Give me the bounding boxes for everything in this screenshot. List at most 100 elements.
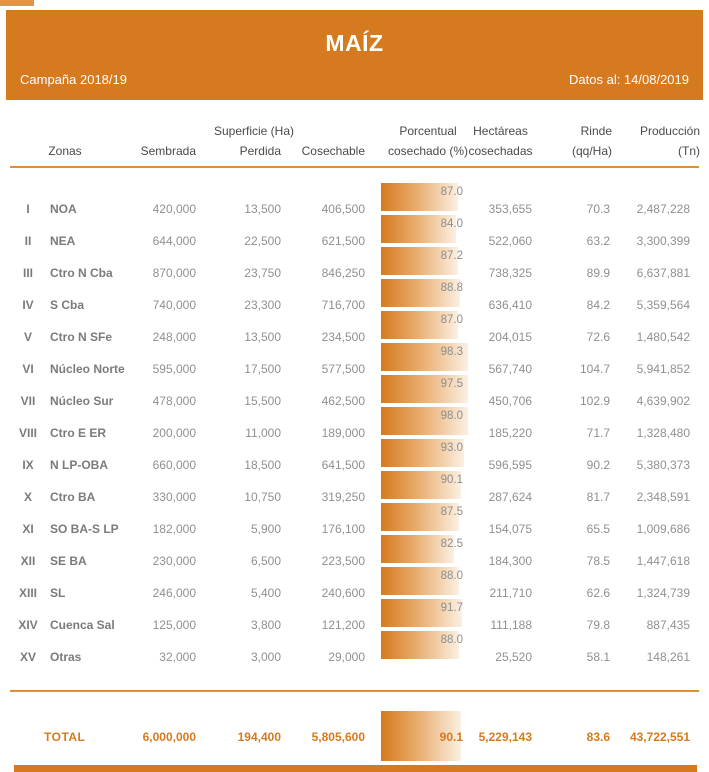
- column-header-produccion: Producción (Tn): [600, 121, 700, 161]
- table-row: XII SE BA 230,000 6,500 223,500 82.5 184…: [0, 535, 709, 568]
- sembrada-value: 230,000: [152, 554, 196, 568]
- table-row: VII Núcleo Sur 478,000 15,500 462,500 97…: [0, 375, 709, 408]
- perdida-value: 22,500: [244, 234, 281, 248]
- column-header-rinde-line2: (qq/Ha): [571, 144, 612, 158]
- column-header-porcentual-line2: cosechado (%): [387, 144, 469, 158]
- total-hectareas-cosechadas-value: 5,229,143: [478, 730, 532, 744]
- pct-cosechado-value: 82.5: [440, 538, 463, 550]
- sembrada-value: 740,000: [152, 298, 196, 312]
- pct-bar: [381, 279, 460, 307]
- perdida-value: 3,000: [250, 650, 281, 664]
- table-row: X Ctro BA 330,000 10,750 319,250 90.1 28…: [0, 471, 709, 504]
- pct-bar: [381, 599, 463, 627]
- hectareas-cosechadas-value: 353,655: [488, 202, 532, 216]
- zone-name: SO BA-S LP: [50, 522, 119, 536]
- pct-bar: [381, 311, 459, 339]
- zone-name: N LP-OBA: [50, 458, 108, 472]
- column-header-hectareas-line2: cosechadas: [468, 144, 533, 158]
- sembrada-value: 32,000: [159, 650, 196, 664]
- perdida-value: 11,000: [245, 426, 281, 440]
- zone-number: VIII: [18, 426, 37, 440]
- zone-name: NOA: [50, 202, 77, 216]
- total-pct-cosechado-value: 90.1: [439, 730, 463, 744]
- total-rinde-value: 83.6: [586, 730, 610, 744]
- table-rows: I NOA 420,000 13,500 406,500 87.0 353,65…: [0, 183, 709, 664]
- produccion-value: 5,941,852: [636, 362, 690, 376]
- hectareas-cosechadas-value: 211,710: [489, 586, 533, 600]
- perdida-value: 5,400: [250, 586, 281, 600]
- hectareas-cosechadas-value: 522,060: [488, 234, 532, 248]
- zone-number: VII: [20, 394, 36, 408]
- perdida-value: 13,500: [244, 202, 281, 216]
- produccion-value: 5,359,564: [636, 298, 690, 312]
- table-row: IX N LP-OBA 660,000 18,500 641,500 93.0 …: [0, 439, 709, 472]
- pct-cosechado-value: 93.0: [440, 442, 463, 454]
- hectareas-cosechadas-value: 738,325: [488, 266, 532, 280]
- produccion-value: 1,324,739: [636, 586, 690, 600]
- cosechable-value: 641,500: [321, 458, 365, 472]
- pct-cosechado-value: 91.7: [440, 602, 463, 614]
- column-header-porcentual-line1: Porcentual: [399, 124, 457, 138]
- sembrada-value: 870,000: [152, 266, 196, 280]
- rinde-value: 65.5: [586, 522, 610, 536]
- total-perdida-value: 194,400: [237, 730, 281, 744]
- zone-name: Otras: [50, 650, 82, 664]
- zone-name: NEA: [50, 234, 76, 248]
- top-left-accent-mark: [0, 0, 34, 6]
- zone-number: XII: [20, 554, 36, 568]
- cosechable-value: 846,250: [321, 266, 365, 280]
- produccion-value: 5,380,373: [636, 458, 690, 472]
- column-header-perdida: Perdida: [239, 144, 281, 158]
- produccion-value: 6,637,881: [636, 266, 690, 280]
- zone-number: IX: [22, 458, 34, 472]
- perdida-value: 23,750: [244, 266, 281, 280]
- sembrada-value: 248,000: [152, 330, 196, 344]
- pct-cosechado-value: 87.0: [440, 314, 463, 326]
- zone-number: III: [22, 266, 33, 280]
- cosechable-value: 234,500: [321, 330, 365, 344]
- pct-bar: [381, 535, 455, 563]
- table-row: XIII SL 246,000 5,400 240,600 88.0 211,7…: [0, 567, 709, 600]
- cosechable-value: 240,600: [321, 586, 365, 600]
- cosechable-value: 462,500: [321, 394, 365, 408]
- sembrada-value: 644,000: [152, 234, 196, 248]
- produccion-value: 887,435: [646, 618, 690, 632]
- zone-number: V: [23, 330, 32, 344]
- zone-name: SE BA: [50, 554, 87, 568]
- pct-cosechado-value: 90.1: [440, 474, 463, 486]
- column-group-superficie: Superficie (Ha): [213, 124, 295, 138]
- column-header-hectareas-cosechadas: Hectáreas cosechadas: [448, 121, 553, 161]
- column-header-produccion-line1: Producción: [639, 124, 700, 138]
- pct-cosechado-value: 88.0: [440, 634, 463, 646]
- column-header-rinde: Rinde (qq/Ha): [540, 121, 612, 161]
- hectareas-cosechadas-value: 25,520: [495, 650, 532, 664]
- produccion-value: 1,480,542: [636, 330, 690, 344]
- cosechable-value: 621,500: [321, 234, 365, 248]
- rinde-value: 58.1: [586, 650, 610, 664]
- perdida-value: 18,500: [244, 458, 281, 472]
- pct-bar: [381, 343, 469, 371]
- table-row: I NOA 420,000 13,500 406,500 87.0 353,65…: [0, 183, 709, 216]
- pct-cosechado-value: 98.3: [440, 346, 463, 358]
- sembrada-value: 478,000: [152, 394, 196, 408]
- pct-bar: [381, 247, 459, 275]
- pct-cosechado-value: 87.0: [440, 186, 463, 198]
- pct-bar: [381, 407, 468, 435]
- column-header-rinde-line1: Rinde: [580, 124, 612, 138]
- pct-bar: [381, 375, 468, 403]
- zone-number: IV: [22, 298, 34, 312]
- rinde-value: 104.7: [579, 362, 610, 376]
- cosechable-value: 577,500: [321, 362, 365, 376]
- hectareas-cosechadas-value: 111,188: [490, 618, 532, 632]
- sembrada-value: 182,000: [152, 522, 196, 536]
- header-divider-rule: [10, 166, 699, 168]
- sembrada-value: 200,000: [152, 426, 196, 440]
- rinde-value: 102.9: [579, 394, 610, 408]
- table-row: IV S Cba 740,000 23,300 716,700 88.8 636…: [0, 279, 709, 312]
- zone-number: II: [24, 234, 32, 248]
- rinde-value: 71.7: [586, 426, 610, 440]
- zone-number: X: [23, 490, 32, 504]
- sembrada-value: 595,000: [152, 362, 196, 376]
- title-banner: MAÍZ Campaña 2018/19 Datos al: 14/08/201…: [6, 10, 703, 100]
